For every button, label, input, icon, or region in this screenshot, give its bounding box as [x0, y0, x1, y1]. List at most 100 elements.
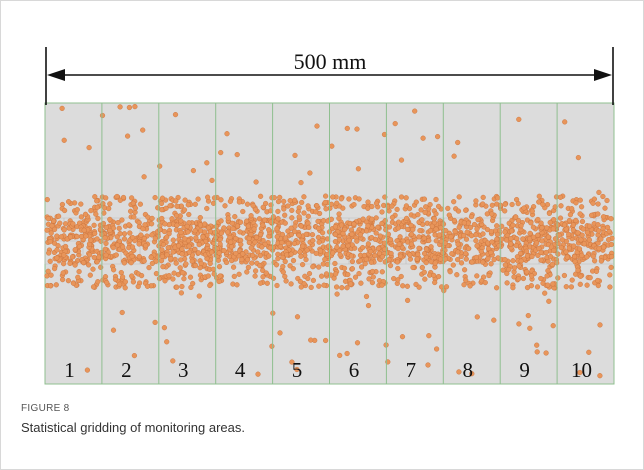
- particle: [436, 274, 441, 279]
- particle: [353, 275, 358, 280]
- particle: [194, 235, 199, 240]
- particle: [489, 250, 494, 255]
- particle: [530, 254, 535, 259]
- particle: [283, 236, 288, 241]
- particle: [544, 351, 549, 356]
- particle: [605, 225, 610, 230]
- particle: [390, 215, 395, 220]
- particle: [159, 258, 164, 263]
- particle: [127, 105, 132, 110]
- particle: [585, 283, 590, 288]
- particle: [62, 228, 67, 233]
- particle: [540, 225, 545, 230]
- particle: [456, 209, 461, 214]
- particle: [434, 212, 439, 217]
- particle: [601, 245, 606, 250]
- particle: [86, 263, 91, 268]
- particle: [130, 245, 135, 250]
- particle: [591, 201, 596, 206]
- particle: [480, 202, 485, 207]
- particle: [586, 350, 591, 355]
- particle: [182, 208, 187, 213]
- particle: [323, 200, 328, 205]
- particle: [511, 258, 516, 263]
- particle: [61, 253, 66, 258]
- particle: [99, 239, 104, 244]
- particle: [305, 248, 310, 253]
- particle: [354, 239, 359, 244]
- particle: [333, 232, 338, 237]
- particle: [82, 228, 87, 233]
- particle: [474, 255, 479, 260]
- particle: [322, 283, 327, 288]
- caption-label: FIGURE 8: [21, 403, 70, 414]
- particle: [481, 232, 486, 237]
- particle: [411, 265, 416, 270]
- particle: [545, 274, 550, 279]
- particle: [540, 202, 545, 207]
- particle: [286, 204, 291, 209]
- particle: [283, 221, 288, 226]
- particle: [249, 232, 254, 237]
- particle: [315, 124, 320, 129]
- particle: [447, 213, 452, 218]
- particle: [449, 251, 454, 256]
- particle: [199, 261, 204, 266]
- particle: [468, 225, 473, 230]
- particle: [292, 198, 297, 203]
- particle: [120, 218, 125, 223]
- particle: [56, 214, 61, 219]
- particle: [457, 195, 462, 200]
- particle: [415, 257, 420, 262]
- particle: [495, 196, 500, 201]
- particle: [171, 238, 176, 243]
- particle: [374, 231, 379, 236]
- particle: [435, 134, 440, 139]
- particle: [433, 261, 438, 266]
- particle: [597, 246, 602, 251]
- particle: [400, 334, 405, 339]
- particle: [528, 231, 533, 236]
- particle: [302, 211, 307, 216]
- particle: [491, 318, 496, 323]
- particle: [127, 231, 132, 236]
- particle: [455, 257, 460, 262]
- particle: [383, 227, 388, 232]
- particle: [318, 249, 323, 254]
- particle: [229, 258, 234, 263]
- particle: [535, 233, 540, 238]
- particle: [87, 252, 92, 257]
- particle: [350, 259, 355, 264]
- particle: [587, 238, 592, 243]
- particle: [580, 219, 585, 224]
- particle: [170, 359, 175, 364]
- particle: [424, 260, 429, 265]
- particle: [179, 291, 184, 296]
- particle: [576, 268, 581, 273]
- particle: [93, 212, 98, 217]
- particle: [388, 237, 393, 242]
- particle: [111, 328, 116, 333]
- particle: [238, 242, 243, 247]
- particle: [537, 194, 542, 199]
- particle: [333, 224, 338, 229]
- particle: [578, 282, 583, 287]
- particle: [210, 178, 215, 183]
- particle: [49, 231, 54, 236]
- particle: [293, 153, 298, 158]
- particle: [121, 195, 126, 200]
- particle: [489, 212, 494, 217]
- particle: [61, 261, 66, 266]
- particle: [599, 259, 604, 264]
- particle: [224, 260, 229, 265]
- particle: [534, 241, 539, 246]
- particle: [164, 235, 169, 240]
- particle: [426, 363, 431, 368]
- particle: [276, 209, 281, 214]
- particle: [217, 251, 222, 256]
- particle: [174, 285, 179, 290]
- particle: [490, 240, 495, 245]
- particle: [516, 201, 521, 206]
- particle: [96, 216, 101, 221]
- particle: [191, 168, 196, 173]
